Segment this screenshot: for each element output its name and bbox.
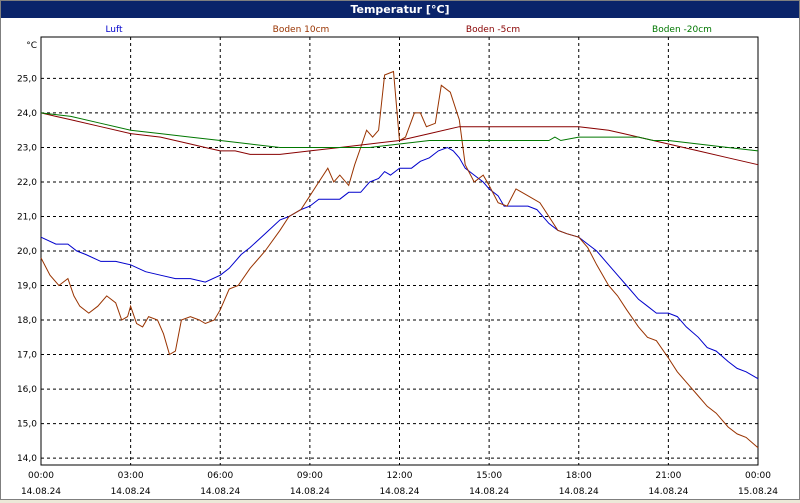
- legend-entry: Luft: [105, 25, 123, 35]
- y-tick-label: 15,0: [17, 420, 37, 430]
- y-tick-label: 14,0: [17, 454, 37, 464]
- series-line-luft: [40, 146, 759, 380]
- x-tick-time: 00:00: [745, 471, 771, 481]
- x-tick-date: 14.08.24: [379, 487, 419, 497]
- x-tick-date: 14.08.24: [648, 487, 688, 497]
- x-tick-date: 14.08.24: [111, 487, 151, 497]
- x-tick-time: 15:00: [476, 471, 502, 481]
- legend-entry: Boden 10cm: [273, 25, 330, 35]
- y-tick-label: 16,0: [17, 385, 37, 395]
- y-tick-label: 24,0: [17, 109, 37, 119]
- x-tick-time: 00:00: [28, 471, 54, 481]
- y-tick-label: 21,0: [17, 212, 37, 222]
- plot-frame: [40, 36, 759, 466]
- y-axis-unit: °C: [26, 41, 37, 51]
- x-tick-date: 14.08.24: [469, 487, 509, 497]
- x-tick-time: 18:00: [566, 471, 592, 481]
- series-line-boden-10cm: [40, 70, 759, 449]
- y-tick-label: 17,0: [17, 351, 37, 361]
- x-tick-time: 09:00: [297, 471, 323, 481]
- x-tick-date: 14.08.24: [559, 487, 599, 497]
- legend-entry: Boden -20cm: [652, 25, 712, 35]
- y-tick-label: 22,0: [17, 178, 37, 188]
- chart-title: Temperatur [°C]: [1, 1, 799, 18]
- plot-area: 14,0 15,0 16,0 17,0 18,0 19,0 20,0 21,0 22,0 23,0…: [1, 19, 799, 499]
- x-tick-date: 15.08.24: [738, 487, 778, 497]
- legend-entry: Boden -5cm: [466, 25, 520, 35]
- x-tick-date: 14.08.24: [290, 487, 330, 497]
- temperature-chart: 14,0 15,0 16,0 17,0 18,0 19,0 20,0 21,0 22,0 23,0…: [17, 25, 778, 497]
- x-tick-time: 21:00: [655, 471, 681, 481]
- series-line-boden-5cm: [40, 112, 759, 166]
- y-tick-label: 23,0: [17, 143, 37, 153]
- x-tick-time: 12:00: [387, 471, 413, 481]
- x-tick-date: 14.08.24: [21, 487, 61, 497]
- x-tick-time: 06:00: [207, 471, 233, 481]
- y-tick-label: 19,0: [17, 282, 37, 292]
- series-line-boden-20cm: [40, 112, 759, 152]
- x-tick-time: 03:00: [118, 471, 144, 481]
- y-tick-label: 25,0: [17, 74, 37, 84]
- y-tick-label: 20,0: [17, 247, 37, 257]
- y-tick-label: 18,0: [17, 316, 37, 326]
- x-tick-date: 14.08.24: [200, 487, 240, 497]
